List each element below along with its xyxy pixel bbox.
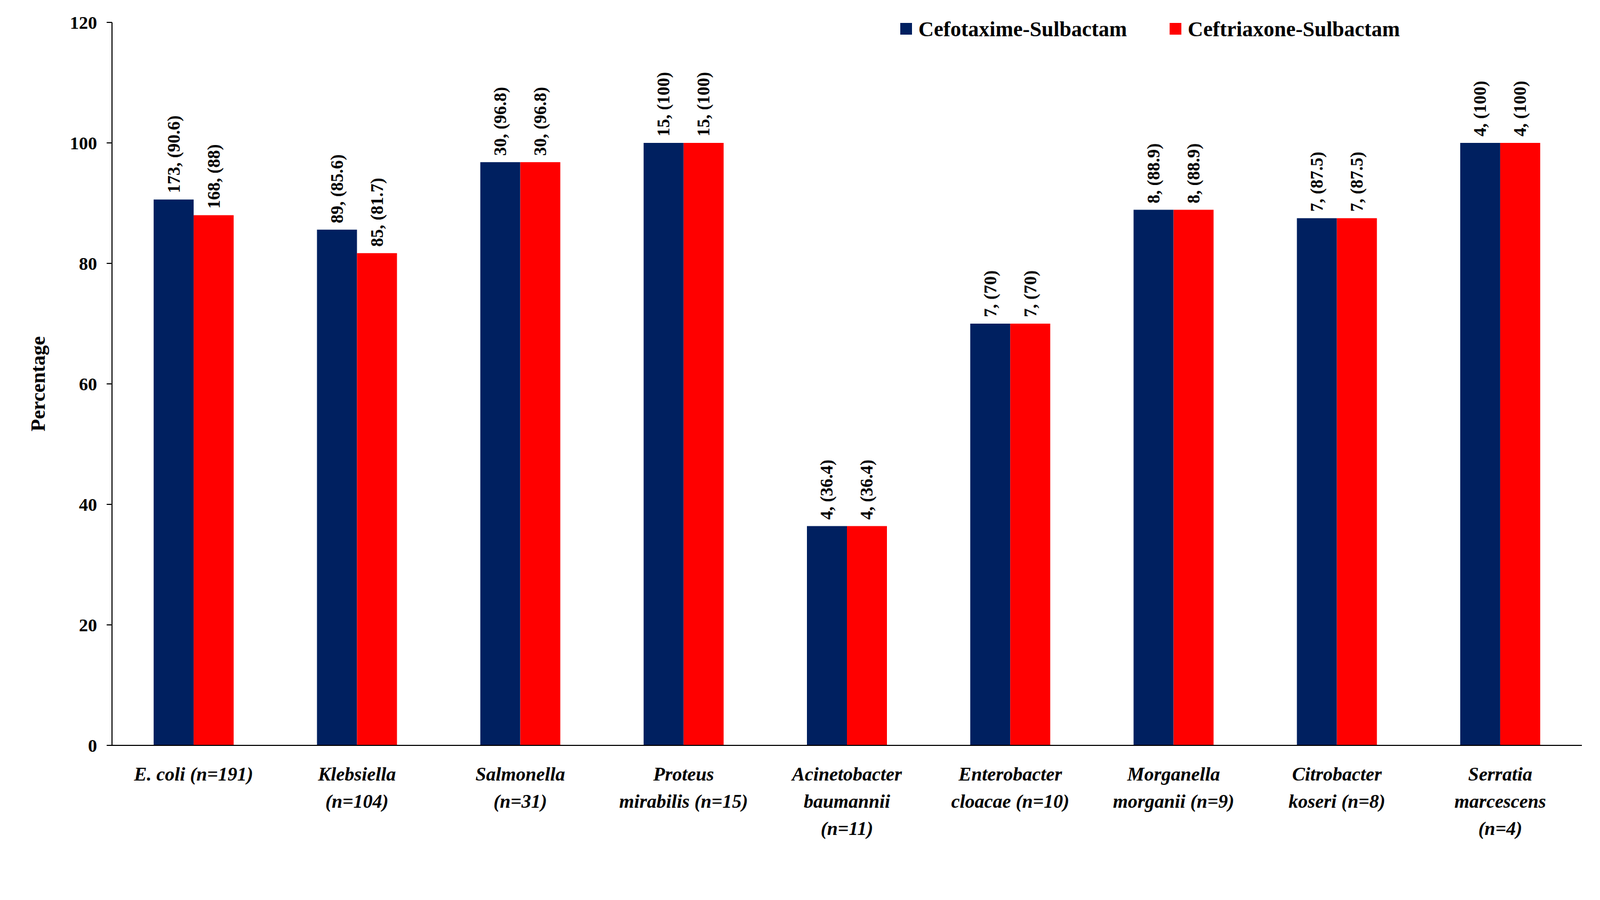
bar	[316, 229, 357, 746]
x-tick-label: Acinetobacter baumannii (n=11)	[790, 763, 903, 840]
data-label: 89, (85.6)	[327, 154, 348, 223]
x-tick-label-line: Enterobacter	[957, 763, 1063, 786]
data-label: 15, (100)	[653, 72, 674, 137]
y-tick	[106, 262, 112, 264]
data-label: 173, (90.6)	[164, 115, 184, 194]
x-tick-label: Morganella morganii (n=9)	[1113, 763, 1235, 813]
x-tick-labels: E. coli (n=191) Klebsiella (n=104) Salmonel…	[133, 763, 1547, 840]
data-label: 7, (87.5)	[1347, 152, 1367, 213]
x-tick-label-line: cloacae (n=10)	[950, 790, 1069, 813]
data-label: 168, (88)	[204, 144, 224, 210]
data-label: 7, (70)	[980, 270, 1001, 318]
bar	[970, 323, 1011, 746]
axes: 0 20 40 60 80 100 120	[69, 12, 1582, 756]
bar	[1133, 209, 1174, 746]
x-tick-label: Klebsiella (n=104)	[317, 763, 396, 813]
y-tick	[106, 383, 112, 385]
y-tick-label: 20	[78, 615, 98, 636]
x-tick-label-line: (n=104)	[325, 790, 389, 813]
y-tick	[106, 142, 112, 144]
x-tick-label: Citrobacter koseri (n=8)	[1288, 763, 1386, 813]
legend-swatch	[1169, 22, 1182, 35]
y-tick	[106, 504, 112, 506]
data-label: 8, (88.9)	[1184, 143, 1204, 204]
data-label: 15, (100)	[693, 72, 714, 137]
bars	[153, 142, 1541, 746]
x-tick-label-line: Salmonella	[475, 763, 566, 786]
y-tick-label: 40	[78, 494, 98, 515]
x-tick-label-line: (n=31)	[493, 790, 548, 813]
x-tick-label-line: Acinetobacter	[790, 763, 903, 786]
data-label: 4, (100)	[1470, 81, 1491, 137]
bar	[846, 526, 887, 746]
y-tick-label: 0	[88, 736, 98, 756]
x-axis-line	[112, 745, 1582, 747]
data-label: 4, (36.4)	[817, 459, 838, 520]
data-label: 30, (96.8)	[490, 86, 511, 156]
x-tick-label-line: morganii (n=9)	[1113, 790, 1235, 813]
x-tick-label-line: baumannii	[803, 790, 891, 813]
bar	[1460, 142, 1501, 746]
data-label: 4, (36.4)	[857, 459, 878, 520]
x-tick-label-line: Morganella	[1126, 763, 1220, 786]
bar	[683, 142, 724, 746]
data-labels: 173, (90.6) 89, (85.6) 30, (96.8) 15, (100)…	[164, 72, 1531, 520]
bar	[480, 162, 521, 746]
y-axis-label: Percentage	[26, 336, 50, 432]
bar	[806, 526, 847, 746]
y-tick	[106, 624, 112, 626]
x-tick-label-line: Serratia	[1468, 763, 1533, 786]
data-label: 7, (70)	[1020, 270, 1041, 318]
data-label: 7, (87.5)	[1307, 152, 1327, 213]
y-tick-label: 100	[69, 133, 98, 154]
x-tick-label-line: (n=11)	[820, 818, 874, 840]
bar	[643, 142, 684, 746]
bar	[153, 199, 194, 746]
data-label: 85, (81.7)	[367, 178, 388, 247]
y-tick-label: 60	[78, 374, 98, 395]
legend-label: Cefotaxime-Sulbactam	[918, 17, 1127, 42]
x-tick-label: E. coli (n=191)	[133, 763, 254, 786]
legend-label: Ceftriaxone-Sulbactam	[1187, 17, 1400, 42]
bar	[1010, 323, 1051, 746]
legend: Cefotaxime-Sulbactam Ceftriaxone-Sulbacta…	[900, 17, 1400, 42]
data-label: 30, (96.8)	[530, 86, 551, 156]
x-tick-label-line: mirabilis (n=15)	[619, 790, 749, 813]
x-tick-label-line: marcescens	[1454, 790, 1547, 813]
y-tick-label: 120	[69, 12, 98, 33]
x-tick-label-line: (n=4)	[1478, 818, 1523, 840]
bar	[1500, 142, 1541, 746]
y-tick	[106, 21, 112, 23]
bar	[1297, 218, 1338, 746]
bar	[193, 215, 234, 746]
x-tick-label-line: Citrobacter	[1292, 763, 1383, 786]
y-tick	[106, 745, 112, 747]
y-tick-label: 80	[78, 253, 98, 274]
page: {"chart_data": {"type": "bar", "y_label"…	[0, 0, 1600, 900]
x-tick-label-line: Proteus	[652, 763, 715, 786]
x-tick-label-line: koseri (n=8)	[1288, 790, 1386, 813]
x-tick-label-line: Klebsiella	[317, 763, 396, 786]
bar	[1173, 209, 1214, 746]
bar	[356, 253, 397, 746]
data-label: 4, (100)	[1510, 81, 1531, 137]
data-label: 8, (88.9)	[1144, 143, 1164, 204]
x-tick-label: Salmonella (n=31)	[475, 763, 566, 813]
bar	[520, 162, 561, 746]
chart: 173, (90.6) 89, (85.6) 30, (96.8) 15, (100)…	[0, 0, 1600, 900]
x-tick-label: Proteus mirabilis (n=15)	[619, 763, 749, 813]
legend-swatch	[900, 22, 912, 35]
x-tick-label: Enterobacter cloacae (n=10)	[950, 763, 1069, 813]
x-tick-label: Serratia marcescens (n=4)	[1454, 763, 1547, 840]
bar	[1337, 218, 1378, 746]
x-tick-label-line: E. coli (n=191)	[133, 763, 254, 786]
